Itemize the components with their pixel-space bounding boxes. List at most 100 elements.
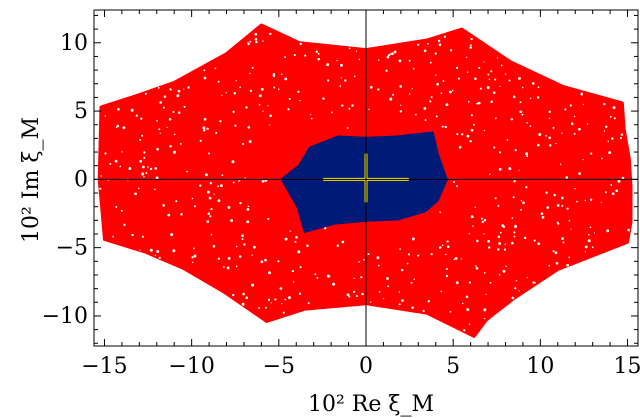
speckle-dot [284,298,287,301]
speckle-dot [519,101,522,104]
speckle-dot [548,117,551,120]
speckle-dot [232,110,235,114]
speckle-dot [518,169,520,171]
speckle-dot [454,257,458,260]
speckle-dot [494,197,497,200]
plot-area [97,23,633,338]
speckle-dot [297,250,301,254]
speckle-dot [210,207,213,211]
speckle-dot [536,96,540,99]
speckle-dot [141,235,144,238]
speckle-dot [430,253,433,256]
speckle-dot [488,78,491,80]
speckle-dot [445,274,449,278]
speckle-dot [207,212,211,215]
speckle-dot [508,167,512,171]
speckle-dot [116,124,120,128]
speckle-dot [412,67,415,70]
speckle-dot [514,148,517,152]
speckle-dot [483,61,485,63]
speckle-dot [117,107,120,111]
speckle-dot [267,105,269,107]
speckle-dot [179,142,182,145]
speckle-dot [392,93,394,96]
speckle-dot [515,280,518,282]
speckle-dot [526,122,529,124]
speckle-dot [400,268,404,272]
speckle-dot [298,292,302,295]
speckle-dot [503,248,507,251]
speckle-dot [278,88,280,90]
speckle-dot [142,165,145,169]
speckle-dot [440,92,443,95]
speckle-dot [492,91,496,95]
speckle-dot [576,200,578,203]
speckle-dot [120,209,123,212]
speckle-dot [566,263,570,267]
speckle-dot [268,271,271,275]
speckle-dot [497,204,500,207]
speckle-dot [284,237,288,241]
speckle-dot [520,199,523,202]
speckle-dot [170,89,172,91]
speckle-dot [258,307,261,309]
speckle-dot [584,245,588,249]
speckle-dot [249,72,251,75]
speckle-dot [458,146,462,149]
speckle-dot [297,90,300,93]
speckle-dot [406,262,409,265]
speckle-dot [466,56,468,58]
speckle-dot [170,233,174,237]
axes [93,9,639,347]
speckle-dot [239,201,242,205]
speckle-dot [430,96,433,99]
speckle-dot [414,113,417,116]
speckle-dot [346,293,350,297]
speckle-dot [245,296,249,300]
speckle-dot [104,115,106,117]
speckle-dot [609,115,612,118]
speckle-dot [310,113,312,116]
speckle-dot [270,302,272,304]
speckle-dot [568,219,571,222]
speckle-dot [156,147,159,151]
speckle-dot [501,224,505,228]
speckle-dot [244,177,246,179]
speckle-dot [490,100,493,104]
speckle-dot [423,49,427,53]
speckle-dot [238,179,241,182]
speckle-dot [564,108,567,111]
speckle-dot [473,123,475,126]
speckle-dot [339,85,342,87]
speckle-dot [513,231,516,234]
speckle-dot [219,184,223,188]
speckle-dot [336,244,339,247]
y-axis-label: 10² Im ξ_M [19,117,44,243]
speckle-dot [417,43,420,46]
speckle-dot [562,241,565,244]
speckle-dot [521,86,524,89]
speckle-dot [490,70,493,73]
speckle-dot [494,117,497,120]
speckle-dot [504,73,507,75]
speckle-dot [617,179,621,183]
speckle-dot [398,303,401,306]
speckle-dot [593,232,596,234]
speckle-dot [470,44,472,46]
speckle-dot [213,193,215,195]
speckle-dot [483,129,486,132]
speckle-dot [483,271,486,274]
speckle-dot [479,87,482,90]
speckle-dot [584,199,586,202]
speckle-dot [469,140,472,143]
speckle-dot [386,276,389,280]
speckle-dot [248,140,252,144]
speckle-dot [408,59,411,62]
speckle-dot [611,192,615,196]
speckle-dot [288,296,291,300]
speckle-dot [560,196,564,200]
speckle-dot [191,261,194,264]
speckle-dot [521,113,524,116]
speckle-dot [469,46,472,49]
speckle-dot [480,217,483,220]
